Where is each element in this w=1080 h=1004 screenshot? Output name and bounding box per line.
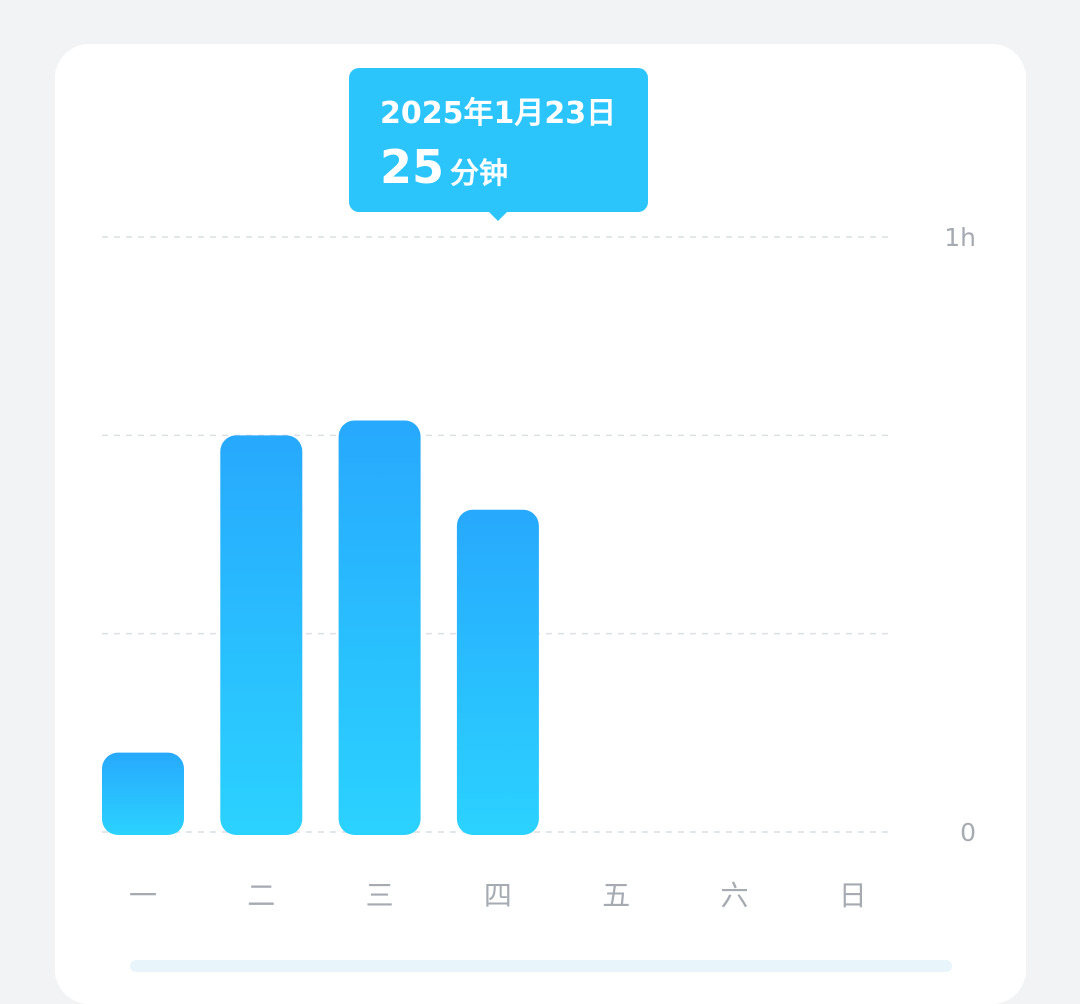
x-tick-label: 日 xyxy=(839,879,867,912)
tooltip-duration-number: 25 xyxy=(380,140,445,194)
bar[interactable] xyxy=(220,435,303,835)
tooltip-date: 2025年1月23日 xyxy=(380,96,617,131)
x-tick-label: 五 xyxy=(602,879,630,912)
x-tick-label: 二 xyxy=(247,879,275,912)
tooltip-value: 25 分钟 xyxy=(380,140,508,194)
y-axis-labels: 0 1h xyxy=(944,223,976,847)
tooltip-pointer xyxy=(488,211,508,221)
bar[interactable] xyxy=(338,420,421,835)
weekly-bar-chart: 一 二 三 四 五 六 日 0 1h xyxy=(102,223,976,912)
x-tick-label: 四 xyxy=(484,879,512,912)
bar[interactable] xyxy=(456,509,539,835)
x-tick-label: 三 xyxy=(366,879,394,912)
bars xyxy=(102,420,539,835)
bar[interactable] xyxy=(102,752,184,835)
x-tick-label: 一 xyxy=(129,879,157,912)
selected-day-tooltip: 2025年1月23日 25 分钟 xyxy=(349,68,648,212)
x-tick-label: 六 xyxy=(720,879,748,912)
y-tick-label: 0 xyxy=(960,818,976,847)
bottom-panel-edge xyxy=(130,960,952,972)
y-tick-label: 1h xyxy=(944,223,976,252)
x-axis-labels: 一二三四五六日 xyxy=(129,879,867,912)
tooltip-duration-unit: 分钟 xyxy=(450,156,509,190)
